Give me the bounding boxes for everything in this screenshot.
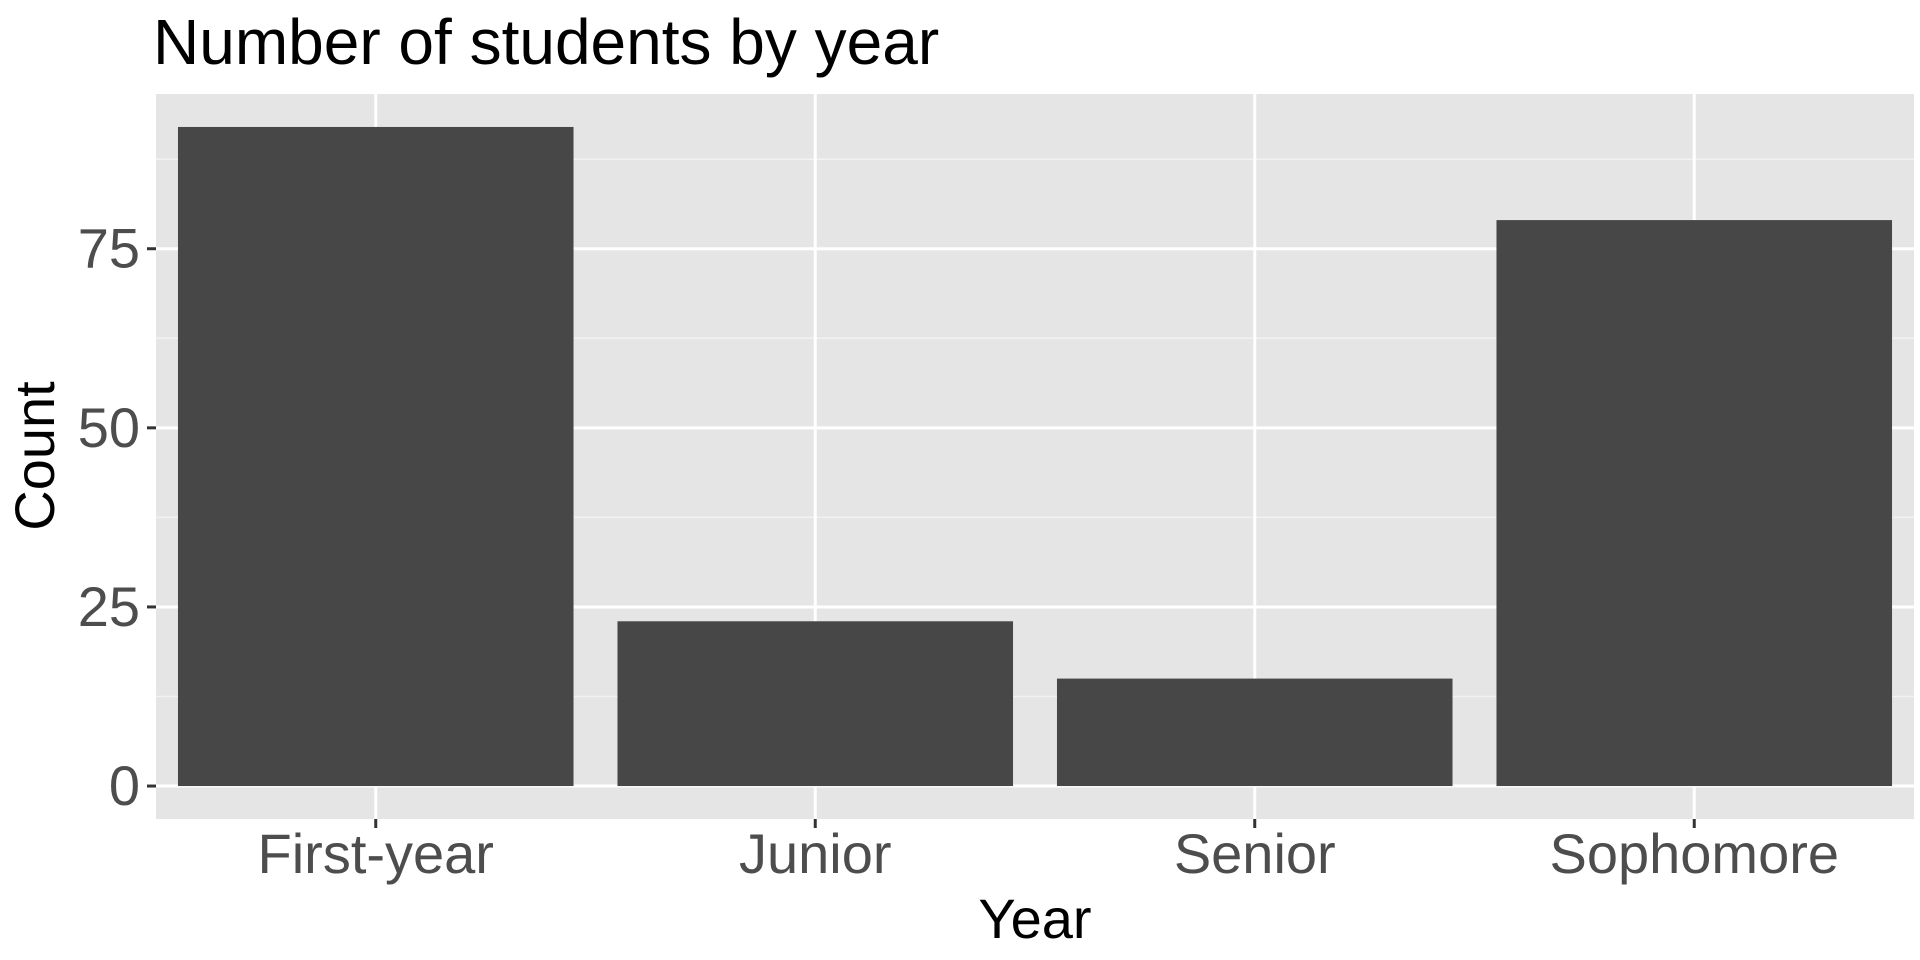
bar-first-year xyxy=(177,126,574,787)
x-tick-label: First-year xyxy=(258,822,494,885)
x-tick-label: Senior xyxy=(1174,822,1336,885)
bar-senior xyxy=(1056,678,1453,787)
bars-group xyxy=(177,126,1893,787)
y-axis-title: Count xyxy=(3,381,66,531)
x-axis-title: Year xyxy=(978,887,1091,950)
bar-junior xyxy=(617,621,1014,787)
y-tick-label: 50 xyxy=(78,396,140,459)
bar-sophomore xyxy=(1496,220,1893,787)
x-tick-label: Junior xyxy=(739,822,892,885)
chart-title: Number of students by year xyxy=(153,6,939,78)
y-tick-label: 0 xyxy=(109,754,140,817)
y-tick-label: 25 xyxy=(78,575,140,638)
x-tick-label: Sophomore xyxy=(1549,822,1839,885)
y-axis: 0 25 50 75 xyxy=(78,217,156,817)
y-tick-label: 75 xyxy=(78,217,140,280)
x-axis: First-year Junior Senior Sophomore xyxy=(258,819,1839,885)
